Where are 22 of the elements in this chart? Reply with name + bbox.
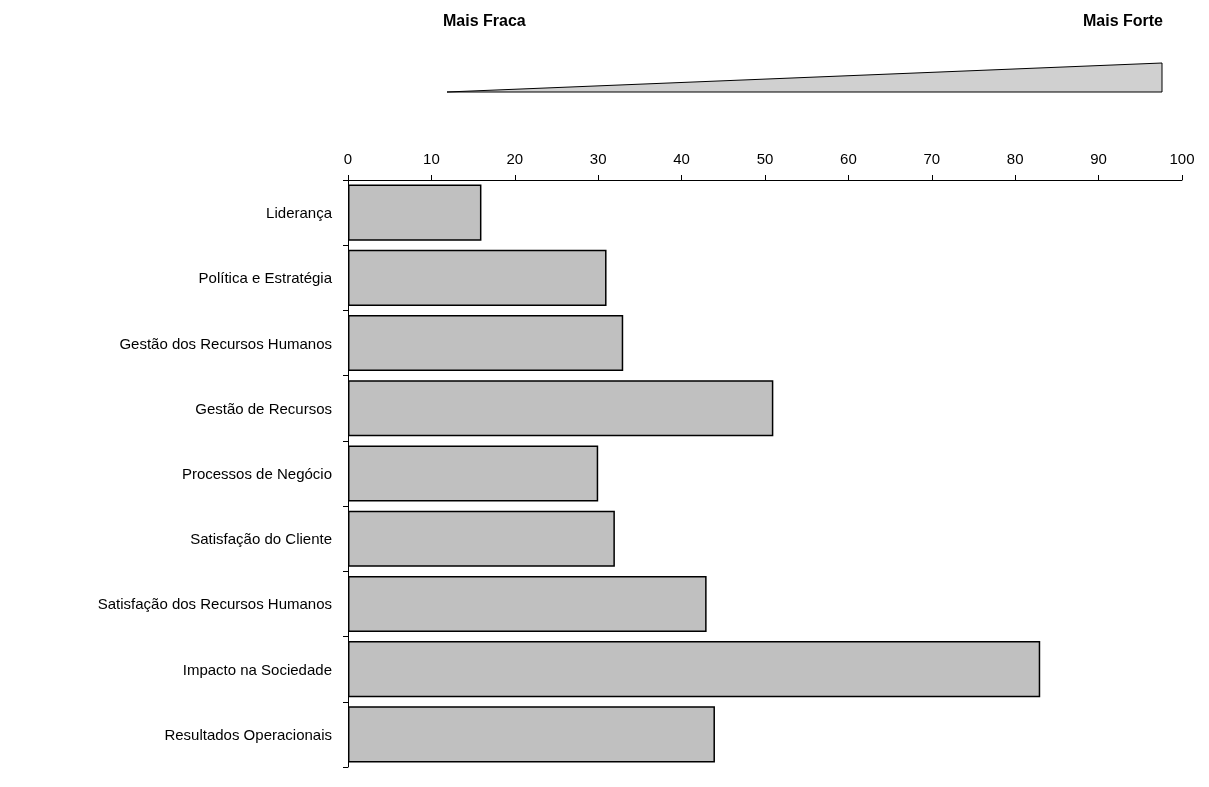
y-tick-label: Processos de Negócio bbox=[181, 465, 332, 482]
y-tick-label: Satisfação dos Recursos Humanos bbox=[97, 595, 332, 613]
x-tick-label: 50 bbox=[756, 150, 774, 167]
y-tick-label: Satisfação do Cliente bbox=[190, 530, 332, 548]
y-tick-label: Resultados Operacionais bbox=[164, 725, 332, 743]
y-tick-label: Política e Estratégia bbox=[198, 269, 333, 287]
x-tick-label: 20 bbox=[506, 150, 524, 167]
x-tick-label: 0 bbox=[343, 150, 353, 167]
text: Mais Fraca bbox=[443, 11, 526, 29]
x-tick-label: 90 bbox=[1090, 150, 1107, 167]
text: Mais Forte bbox=[1083, 11, 1164, 29]
x-tick-label: 70 bbox=[923, 150, 941, 167]
x-tick-label: 80 bbox=[1006, 150, 1024, 167]
y-tick-label: Gestão de Recursos bbox=[195, 399, 332, 417]
y-tick-label: Gestão dos Recursos Humanos bbox=[119, 334, 332, 352]
y-tick-label: Impacto na Sociedade bbox=[182, 660, 332, 678]
x-tick-label: 30 bbox=[589, 150, 607, 167]
x-tick-label: 40 bbox=[673, 150, 690, 167]
y-tick-label: Liderança bbox=[266, 204, 333, 222]
x-tick-label: 10 bbox=[423, 150, 440, 167]
x-tick-label: 100 bbox=[1169, 150, 1195, 167]
x-tick-label: 60 bbox=[840, 150, 857, 167]
